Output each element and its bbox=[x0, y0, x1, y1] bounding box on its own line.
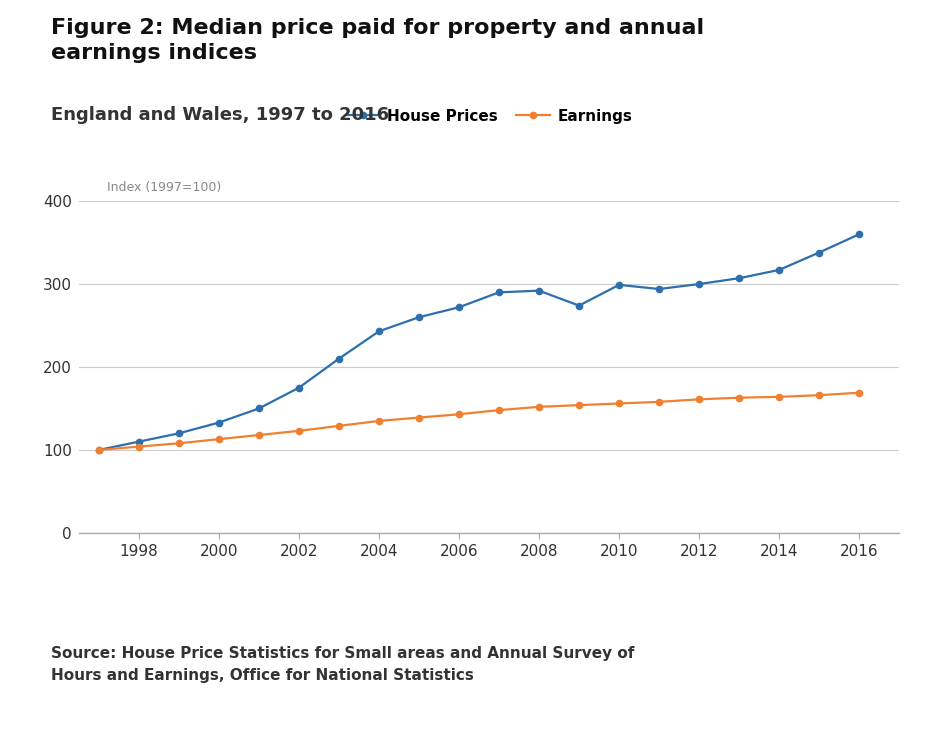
Legend: House Prices, Earnings: House Prices, Earnings bbox=[339, 102, 639, 130]
Text: Source: House Price Statistics for Small areas and Annual Survey of
Hours and Ea: Source: House Price Statistics for Small… bbox=[51, 646, 634, 683]
Text: Figure 2: Median price paid for property and annual
earnings indices: Figure 2: Median price paid for property… bbox=[51, 18, 705, 63]
Text: England and Wales, 1997 to 2016: England and Wales, 1997 to 2016 bbox=[51, 106, 389, 124]
Text: Index (1997=100): Index (1997=100) bbox=[107, 182, 221, 194]
